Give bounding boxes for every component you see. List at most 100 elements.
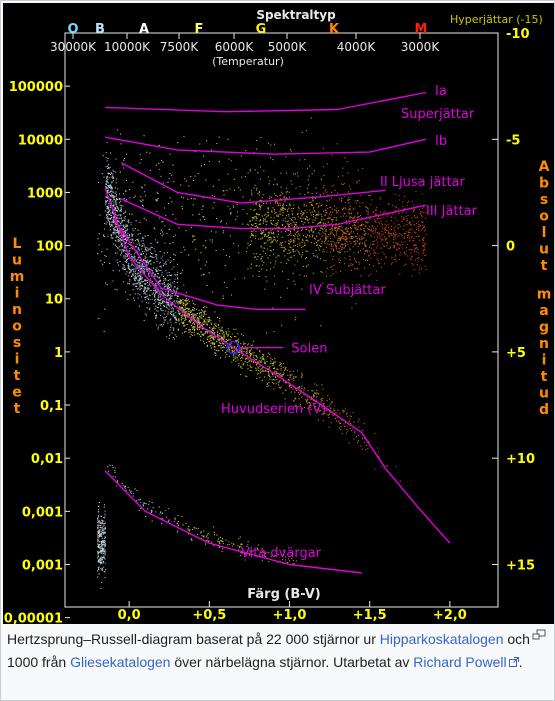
luminosity-class-label: II Ljusa jättar [380,175,466,190]
y-left-tick-label: 10 [45,293,63,308]
caption-text-2: och 1000 från [7,631,530,670]
y-right-label-letter: t [541,369,548,385]
y-right-label-letter: i [542,353,547,369]
x-tick-label: 0,0 [118,608,141,623]
luminosity-class-label: Huvudserien (V) [221,402,326,417]
y-left-label-letter: s [13,335,21,351]
x-tick-label: +2,0 [433,608,467,623]
x-tick-label: +0,5 [192,608,226,623]
star-cloud [97,117,427,589]
caption-text-4: . [518,654,523,670]
chart-labels: Spektraltyp O B A F G K M 30000K 10000K 7500K 6000K… [4,8,552,627]
luminosity-class-label: Superjättar [401,107,475,122]
spectral-class-label: A [139,22,149,37]
y-left-tick-label: 0,001 [22,558,63,573]
spectral-class-label: G [256,22,267,37]
luminosity-curve [112,217,306,311]
y-right-label-letter: g [539,320,549,336]
chart-title: Spektraltyp [256,8,336,22]
y-left-label-letter: u [12,253,22,269]
y-left-tick-label: 10000 [18,133,63,148]
y-left-tick-label: 0,00001 [4,612,63,624]
hypergiant-label: Hyperjättar (-15) [450,13,543,26]
y-right-label-letter: t [541,258,548,274]
temperature-tick-label: 10000K [104,40,151,54]
temperature-tick-label: 7500K [160,40,200,54]
y-right-label-letter: m [537,287,552,303]
luminosity-curve [105,91,426,113]
y-right-label-letter: o [539,209,549,225]
y-right-label-letter: s [540,192,548,208]
link-gliesekatalogen[interactable]: Gliesekatalogen [70,654,171,670]
y-left-tick-label: 100 [36,240,63,255]
x-axis-label: Färg (B-V) [247,587,320,602]
link-richard-powell[interactable]: Richard Powell [413,654,519,670]
luminosity-curve [104,470,362,574]
temperature-tick-label: 6000K [215,40,255,54]
star-points [369,190,427,482]
y-left-tick-label: 1 [54,346,63,361]
y-left-label-letter: t [14,368,21,384]
y-left-label-letter: n [12,302,22,318]
link-hipparkoskatalogen[interactable]: Hipparkoskatalogen [379,631,504,647]
y-left-label-letter: i [15,352,20,368]
y-right-tick-label: -5 [506,133,520,148]
luminosity-class-label: Ib [435,134,447,149]
y-right-label-letter: u [539,242,549,258]
magnify-clip-icon[interactable] [532,629,546,641]
luminosity-class-label: Ia [435,84,447,99]
spectral-class-label: M [415,22,428,37]
y-right-tick-label: +5 [506,346,526,361]
temperature-tick-label: 5000K [268,40,308,54]
y-left-label-letter: e [12,385,22,401]
y-right-label-letter: u [539,386,549,402]
chart-image[interactable]: Spektraltyp O B A F G K M 30000K 10000K 7500K 6000K… [3,3,554,627]
luminosity-curve [104,136,426,155]
y-left-label-letter: L [13,236,22,252]
luminosity-class-label: Vita dvärgar [241,546,322,561]
temperature-tick-label: 3000K [401,40,441,54]
caption-text-3: över närbelägna stjärnor. Utarbetat av [170,654,414,670]
y-left-label-letter: t [14,401,21,417]
spectral-class-label: B [95,22,105,37]
y-left-label-letter: o [12,319,22,335]
star-points [177,136,227,553]
y-left-tick-label: 0,01 [31,452,63,467]
y-right-label-letter: a [539,303,548,319]
y-left-label-letter: i [15,286,20,302]
y-right-tick-label: +10 [506,452,535,467]
external-link-icon [508,657,519,667]
spectral-class-label: K [329,22,340,37]
x-tick-label: +1,0 [273,608,307,623]
x-tick-label: +1,5 [353,608,387,623]
y-right-label-letter: A [539,159,550,175]
star-points [129,153,179,533]
plot-border [64,32,499,608]
y-right-tick-label: -10 [506,27,530,42]
y-right-label-letter: l [542,225,547,241]
temperature-label: (Temperatur) [212,55,284,68]
y-left-tick-label: 100000 [9,80,63,95]
y-left-label-letter: m [10,269,25,285]
y-right-tick-label: 0 [506,240,515,255]
y-right-label-letter: d [539,402,549,418]
y-left-tick-label: 1000 [27,186,63,201]
sun-label: Solen [291,342,327,357]
luminosity-curve [104,187,451,544]
temperature-tick-label: 4000K [337,40,377,54]
figure-caption: Hertzsprung–Russell-diagram baserat på 2… [7,628,547,674]
y-left-tick-label: 0,001 [22,505,63,520]
hr-diagram: Spektraltyp O B A F G K M 30000K 10000K 7500K 6000K… [4,8,552,627]
luminosity-curves [104,91,451,574]
y-right-label-letter: b [539,176,549,192]
luminosity-class-label: IV Subjättar [309,283,386,298]
caption-text-1: Hertzsprung–Russell-diagram baserat på 2… [7,631,380,647]
luminosity-class-label: III Jättar [426,204,478,219]
y-right-label-letter: n [539,336,549,352]
spectral-class-label: O [67,22,78,37]
luminosity-curve [120,162,386,204]
temperature-tick-label: 30000K [50,40,97,54]
spectral-class-label: F [195,22,204,37]
y-right-tick-label: +15 [506,558,535,573]
